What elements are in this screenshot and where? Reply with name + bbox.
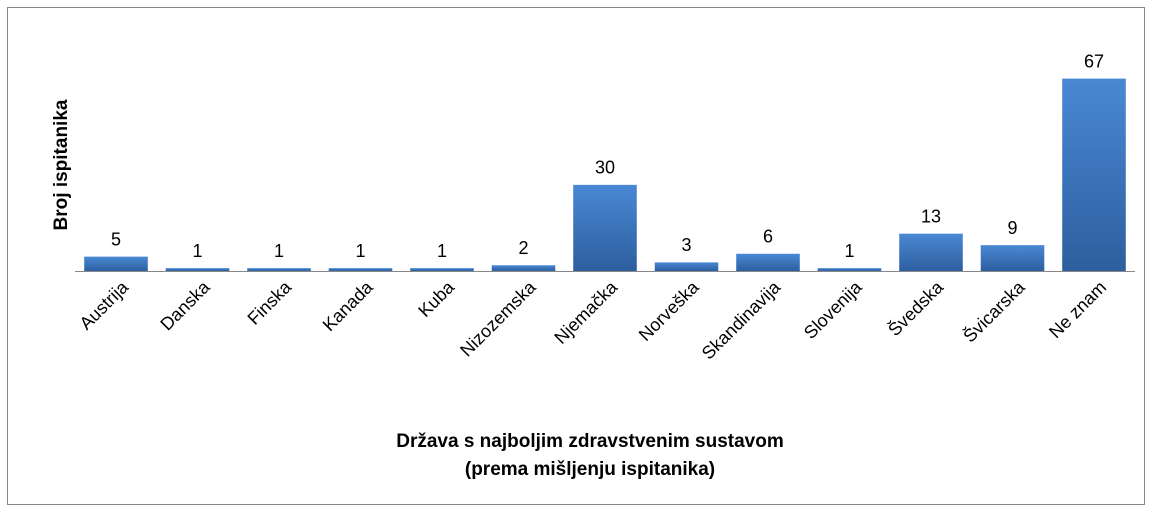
value-label: 1 [355,241,365,261]
x-axis-title: (prema mišljenju ispitanika) [465,459,715,480]
value-label: 13 [921,206,941,226]
bar [84,256,148,271]
value-label: 6 [763,227,773,247]
value-label: 9 [1007,218,1017,238]
bar [410,268,474,271]
value-label: 3 [681,235,691,255]
x-axis-title: Država s najboljim zdravstvenim sustavom [396,431,784,452]
bar [654,262,719,271]
value-label: 67 [1084,51,1104,71]
value-label: 5 [111,229,121,249]
bar [573,184,637,271]
bar [899,233,963,271]
value-label: 1 [192,241,202,261]
bar [491,265,556,271]
value-label: 1 [274,241,284,261]
bar [736,253,800,271]
bar [247,268,311,271]
bar [817,268,882,271]
value-label: 2 [518,238,528,258]
bar [165,268,230,271]
bar [1062,78,1126,271]
value-label: 1 [437,241,447,261]
value-label: 30 [595,158,615,178]
bar [328,268,393,271]
y-axis-title: Broj ispitanika [51,99,72,230]
value-label: 1 [844,241,854,261]
bar [980,245,1045,271]
